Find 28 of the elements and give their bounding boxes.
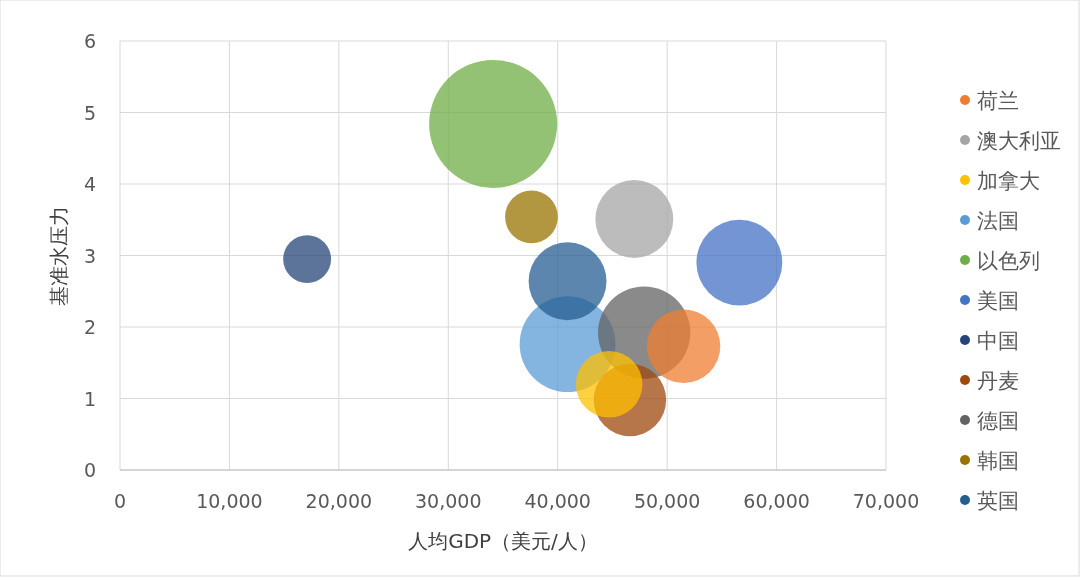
y-tick-label: 1 bbox=[83, 387, 96, 410]
y-tick-label: 6 bbox=[83, 30, 96, 52]
legend-label: 韩国 bbox=[977, 449, 1019, 473]
y-tick-label: 0 bbox=[83, 459, 96, 481]
y-axis-title: 基准水压力 bbox=[47, 205, 71, 306]
y-tick-label: 5 bbox=[83, 101, 96, 124]
legend-label: 以色列 bbox=[977, 249, 1040, 273]
legend-label: 法国 bbox=[977, 209, 1019, 233]
x-tick-label: 60,000 bbox=[743, 490, 810, 512]
legend-label: 英国 bbox=[977, 489, 1019, 513]
legend-label: 德国 bbox=[977, 409, 1019, 433]
y-tick-label: 4 bbox=[83, 173, 96, 195]
y-tick-label: 3 bbox=[83, 244, 96, 267]
x-tick-label: 20,000 bbox=[305, 490, 373, 512]
y-tick-label: 2 bbox=[83, 316, 96, 338]
legend-label: 荷兰 bbox=[977, 89, 1019, 113]
x-tick-label: 30,000 bbox=[415, 490, 482, 512]
x-axis-title: 人均GDP（美元/人） bbox=[408, 529, 598, 553]
legend-label: 中国 bbox=[977, 329, 1019, 353]
legend-label: 澳大利亚 bbox=[977, 129, 1061, 153]
legend-label: 美国 bbox=[977, 289, 1019, 313]
legend-label: 加拿大 bbox=[977, 169, 1040, 193]
x-tick-label: 40,000 bbox=[524, 490, 591, 512]
x-tick-label: 10,000 bbox=[196, 490, 263, 512]
x-tick-label: 50,000 bbox=[633, 490, 701, 512]
x-tick-label: 0 bbox=[113, 490, 127, 512]
legend-label: 丹麦 bbox=[977, 369, 1019, 393]
x-tick-label: 70,000 bbox=[852, 490, 920, 512]
